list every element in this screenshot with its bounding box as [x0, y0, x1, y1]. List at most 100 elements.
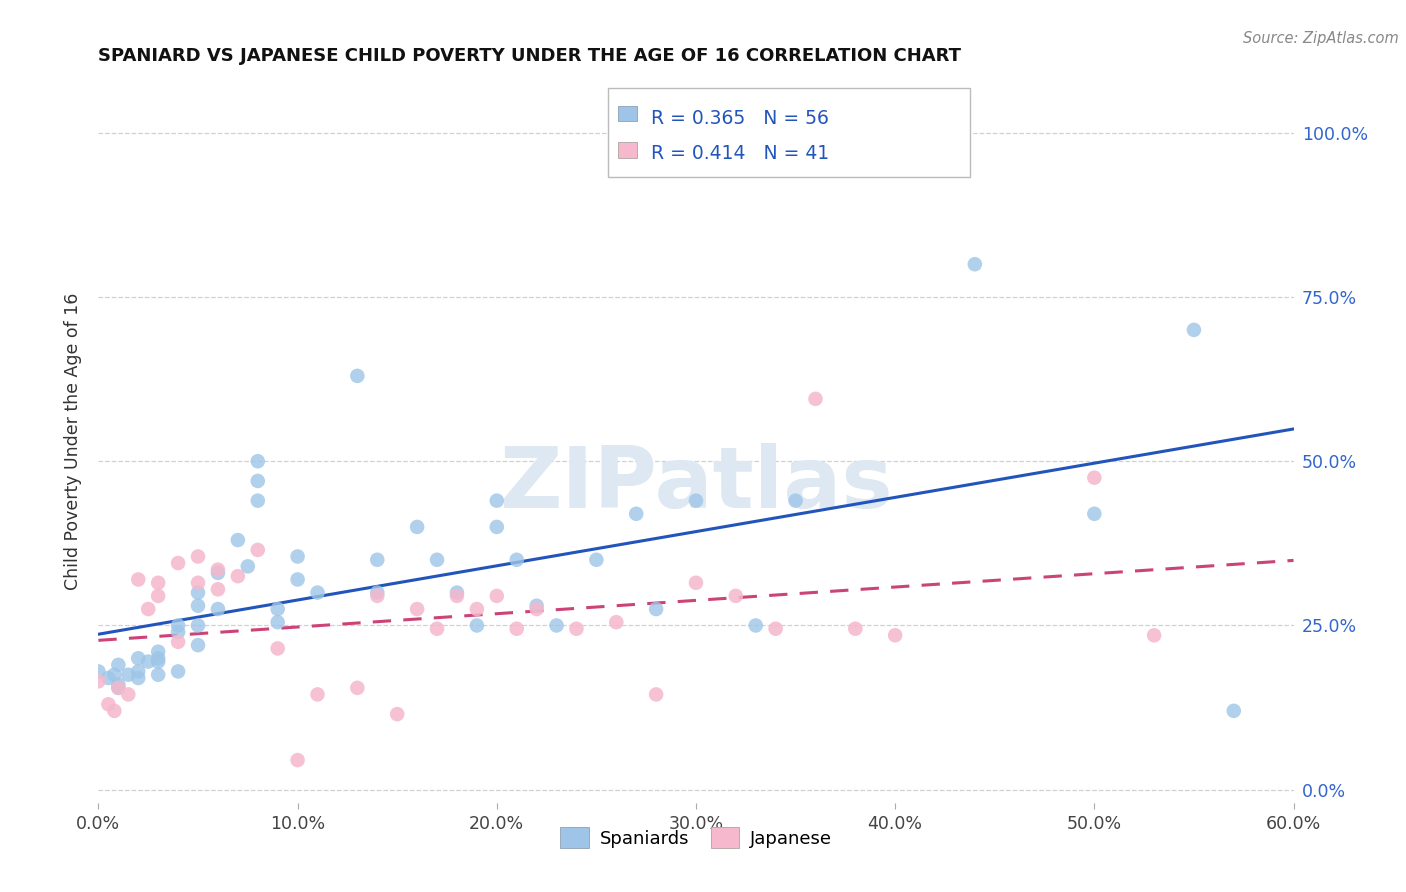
Point [167, 625, 190, 640]
FancyBboxPatch shape [619, 142, 637, 158]
Point [148, 575, 170, 590]
Text: ZIPatlas: ZIPatlas [499, 443, 893, 526]
Text: Source: ZipAtlas.com: Source: ZipAtlas.com [1243, 31, 1399, 46]
Point [605, 615, 627, 630]
Y-axis label: Child Poverty Under the Age of 16: Child Poverty Under the Age of 16 [65, 293, 83, 591]
Point [765, 622, 787, 636]
Point [187, 599, 209, 613]
Point [307, 687, 329, 701]
Point [167, 635, 190, 649]
Point [148, 667, 170, 681]
Point [446, 589, 468, 603]
Point [87, 665, 110, 679]
Point [187, 618, 209, 632]
Point [103, 704, 125, 718]
Point [117, 687, 139, 701]
Text: SPANIARD VS JAPANESE CHILD POVERTY UNDER THE AGE OF 16 CORRELATION CHART: SPANIARD VS JAPANESE CHILD POVERTY UNDER… [98, 47, 962, 65]
Point [426, 622, 449, 636]
Point [963, 257, 986, 271]
Point [107, 677, 129, 691]
Point [485, 520, 508, 534]
Point [844, 622, 866, 636]
Point [167, 556, 190, 570]
Point [785, 493, 807, 508]
Point [187, 549, 209, 564]
Point [406, 520, 429, 534]
Point [127, 573, 149, 587]
Point [267, 615, 290, 630]
Point [148, 645, 170, 659]
Point [97, 671, 120, 685]
Point [506, 622, 529, 636]
Point [1083, 471, 1105, 485]
Point [804, 392, 827, 406]
Point [287, 573, 309, 587]
Point [226, 533, 249, 547]
Point [446, 585, 468, 599]
Point [426, 553, 449, 567]
Point [287, 549, 309, 564]
Point [645, 602, 668, 616]
Point [565, 622, 588, 636]
Point [148, 589, 170, 603]
Point [685, 575, 707, 590]
Point [103, 667, 125, 681]
Point [87, 674, 110, 689]
Point [465, 618, 488, 632]
FancyBboxPatch shape [619, 105, 637, 121]
FancyBboxPatch shape [607, 88, 970, 178]
Point [226, 569, 249, 583]
Point [127, 671, 149, 685]
Point [97, 698, 120, 712]
Point [187, 585, 209, 599]
Point [745, 618, 768, 632]
Point [526, 602, 548, 616]
Point [107, 681, 129, 695]
Point [307, 585, 329, 599]
Point [685, 493, 707, 508]
Point [187, 638, 209, 652]
Point [136, 602, 159, 616]
Point [346, 681, 368, 695]
Point [1223, 704, 1246, 718]
Point [148, 655, 170, 669]
Point [465, 602, 488, 616]
Point [187, 575, 209, 590]
Point [236, 559, 259, 574]
Point [724, 589, 747, 603]
Point [884, 628, 907, 642]
Point [148, 651, 170, 665]
Text: R = 0.365   N = 56: R = 0.365 N = 56 [651, 109, 830, 128]
Point [366, 585, 388, 599]
Point [246, 454, 269, 468]
Point [207, 563, 229, 577]
Point [506, 553, 529, 567]
Point [207, 602, 229, 616]
Point [267, 602, 290, 616]
Point [107, 657, 129, 672]
Point [167, 665, 190, 679]
Point [366, 553, 388, 567]
Point [546, 618, 568, 632]
Point [585, 553, 607, 567]
Text: R = 0.414   N = 41: R = 0.414 N = 41 [651, 144, 830, 163]
Point [1182, 323, 1205, 337]
Point [107, 681, 129, 695]
Point [485, 589, 508, 603]
Legend: Spaniards, Japanese: Spaniards, Japanese [553, 820, 839, 855]
Point [385, 707, 409, 722]
Point [127, 665, 149, 679]
Point [117, 667, 139, 681]
Point [167, 618, 190, 632]
Point [246, 474, 269, 488]
Point [136, 655, 159, 669]
Point [1143, 628, 1166, 642]
Point [346, 368, 368, 383]
Point [366, 589, 388, 603]
Point [406, 602, 429, 616]
Point [246, 493, 269, 508]
Point [207, 566, 229, 580]
Point [246, 542, 269, 557]
Point [287, 753, 309, 767]
Point [127, 651, 149, 665]
